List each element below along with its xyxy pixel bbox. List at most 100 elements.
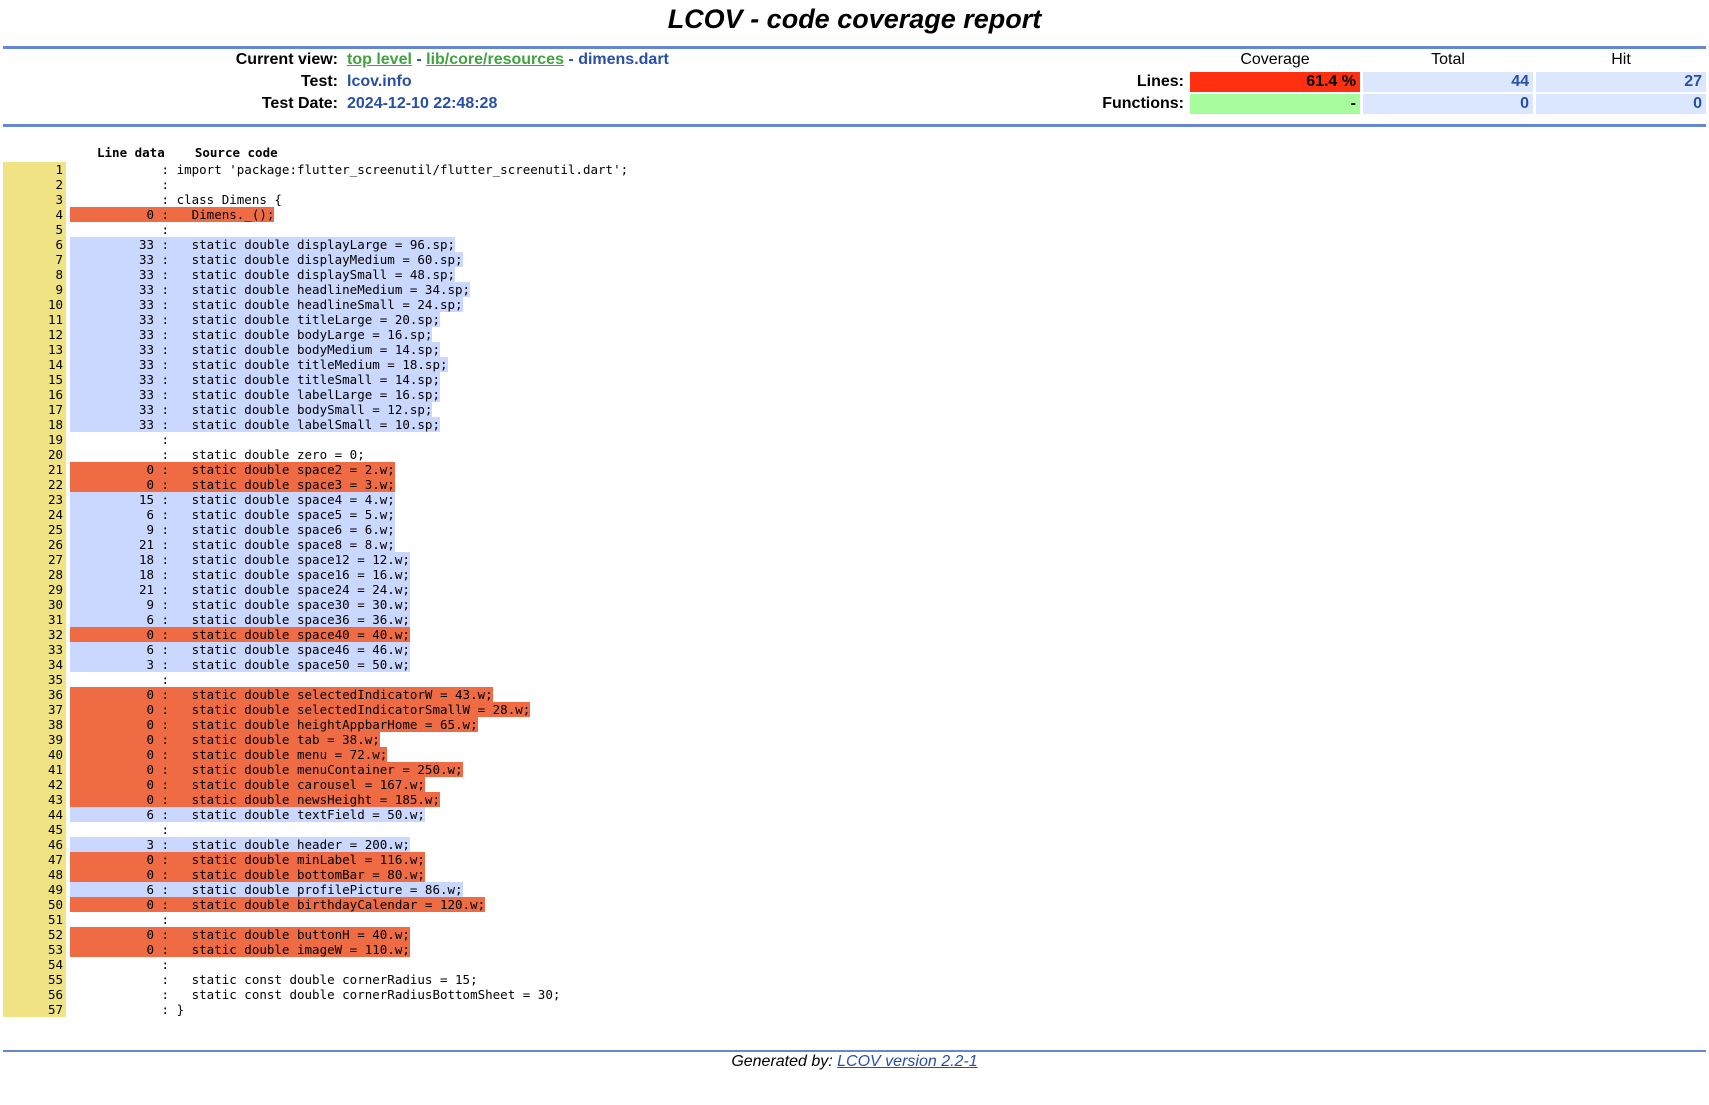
hit-count: 6 xyxy=(146,807,154,822)
source-text: import 'package:flutter_screenutil/flutt… xyxy=(176,162,629,177)
breadcrumb-top-level-link[interactable]: top level xyxy=(347,51,412,68)
hit-count: 33 xyxy=(138,417,154,432)
source-text: static double birthdayCalendar = 120.w; xyxy=(176,897,486,912)
test-label: Test: xyxy=(300,73,338,90)
source-text: static double tab = 38.w; xyxy=(176,732,380,747)
source-line: 45 : xyxy=(3,822,628,837)
source-line: 50 0 : static double birthdayCalendar = 1… xyxy=(3,897,628,912)
line-content: 0 : static double space3 = 3.w; xyxy=(70,477,395,492)
line-content: 9 : static double space30 = 30.w; xyxy=(70,597,410,612)
hit-count: 0 xyxy=(146,732,154,747)
hit-count: 0 xyxy=(146,627,154,642)
source-line: 3 : class Dimens { xyxy=(3,192,628,207)
line-number: 20 xyxy=(3,447,66,462)
source-line: 37 0 : static double selectedIndicatorSma… xyxy=(3,702,628,717)
line-number: 49 xyxy=(3,882,66,897)
hit-count: 21 xyxy=(138,537,154,552)
source-text: static double headlineSmall = 24.sp; xyxy=(176,297,463,312)
source-text: static double textField = 50.w; xyxy=(176,807,425,822)
hit-count: 33 xyxy=(138,342,154,357)
source-line: 29 21 : static double space24 = 24.w; xyxy=(3,582,628,597)
source-text: static double minLabel = 116.w; xyxy=(176,852,425,867)
source-line: 54 : xyxy=(3,957,628,972)
hit-count: 0 xyxy=(146,207,154,222)
line-content: 6 : static double profilePicture = 86.w; xyxy=(70,882,463,897)
source-text: Dimens._(); xyxy=(176,207,275,222)
source-text: static double displaySmall = 48.sp; xyxy=(176,267,456,282)
source-line: 26 21 : static double space8 = 8.w; xyxy=(3,537,628,552)
line-content: 0 : static double selectedIndicatorSmall… xyxy=(70,702,531,717)
lines-label: Lines: xyxy=(1136,73,1184,90)
line-content: 33 : static double titleMedium = 18.sp; xyxy=(70,357,448,372)
hit-column-header: Hit xyxy=(1611,51,1631,68)
source-line: 20 : static double zero = 0; xyxy=(3,447,628,462)
line-number: 7 xyxy=(3,252,66,267)
line-number: 11 xyxy=(3,312,66,327)
source-text: static double buttonH = 40.w; xyxy=(176,927,410,942)
line-content: : static const double cornerRadiusBottom… xyxy=(154,987,561,1002)
line-content: 0 : static double newsHeight = 185.w; xyxy=(70,792,440,807)
source-text: static double space12 = 12.w; xyxy=(176,552,410,567)
line-number: 25 xyxy=(3,522,66,537)
source-line: 19 : xyxy=(3,432,628,447)
source-text: static double menu = 72.w; xyxy=(176,747,388,762)
source-line: 51 : xyxy=(3,912,628,927)
hit-count: 0 xyxy=(146,717,154,732)
hit-count: 0 xyxy=(146,762,154,777)
source-line: 23 15 : static double space4 = 4.w; xyxy=(3,492,628,507)
lines-hit-value: 27 xyxy=(1536,72,1706,92)
source-text: static double profilePicture = 86.w; xyxy=(176,882,463,897)
source-line: 55 : static const double cornerRadius = … xyxy=(3,972,628,987)
line-number: 13 xyxy=(3,342,66,357)
breadcrumb-directory-link[interactable]: lib/core/resources xyxy=(426,51,564,68)
source-line: 1 : import 'package:flutter_screenutil/f… xyxy=(3,162,628,177)
line-content: : xyxy=(154,177,177,192)
line-number: 56 xyxy=(3,987,66,1002)
line-content: : } xyxy=(154,1002,185,1017)
line-content: 3 : static double space50 = 50.w; xyxy=(70,657,410,672)
line-content: : xyxy=(154,822,177,837)
hit-count: 33 xyxy=(138,387,154,402)
hit-count: 0 xyxy=(146,777,154,792)
hit-count: 33 xyxy=(138,267,154,282)
source-text: static double space16 = 16.w; xyxy=(176,567,410,582)
footer: Generated by: LCOV version 2.2-1 xyxy=(0,1053,1709,1071)
page-title: LCOV - code coverage report xyxy=(667,4,1042,34)
hit-count: 33 xyxy=(138,312,154,327)
hit-count: 3 xyxy=(146,837,154,852)
source-line: 18 33 : static double labelSmall = 10.sp; xyxy=(3,417,628,432)
breadcrumb-separator: - xyxy=(411,51,427,68)
source-line: 53 0 : static double imageW = 110.w; xyxy=(3,942,628,957)
source-line: 46 3 : static double header = 200.w; xyxy=(3,837,628,852)
line-number: 32 xyxy=(3,627,66,642)
line-number: 57 xyxy=(3,1002,66,1017)
source-text: static double selectedIndicatorW = 43.w; xyxy=(176,687,493,702)
line-content: 0 : static double space2 = 2.w; xyxy=(70,462,395,477)
source-text: static double header = 200.w; xyxy=(176,837,410,852)
line-content: 0 : static double birthdayCalendar = 120… xyxy=(70,897,486,912)
line-number: 44 xyxy=(3,807,66,822)
hit-count: 0 xyxy=(146,852,154,867)
lcov-version-link[interactable]: LCOV version 2.2-1 xyxy=(837,1053,978,1070)
source-line: 2 : xyxy=(3,177,628,192)
source-line: 27 18 : static double space12 = 12.w; xyxy=(3,552,628,567)
line-content: : xyxy=(154,957,177,972)
line-number: 19 xyxy=(3,432,66,447)
line-content: 33 : static double titleLarge = 20.sp; xyxy=(70,312,440,327)
source-text: static double bottomBar = 80.w; xyxy=(176,867,425,882)
line-content: 33 : static double titleSmall = 14.sp; xyxy=(70,372,440,387)
source-line: 41 0 : static double menuContainer = 250.… xyxy=(3,762,628,777)
line-content: 33 : static double bodyMedium = 14.sp; xyxy=(70,342,440,357)
source-text: static double space40 = 40.w; xyxy=(176,627,410,642)
hit-count: 6 xyxy=(146,507,154,522)
hit-count: 33 xyxy=(138,282,154,297)
line-content: 0 : static double buttonH = 40.w; xyxy=(70,927,410,942)
functions-label: Functions: xyxy=(1102,95,1184,112)
line-number: 48 xyxy=(3,867,66,882)
source-text: static double bodyMedium = 14.sp; xyxy=(176,342,440,357)
source-line: 22 0 : static double space3 = 3.w; xyxy=(3,477,628,492)
hit-count: 18 xyxy=(138,567,154,582)
line-number: 52 xyxy=(3,927,66,942)
hit-count: 33 xyxy=(138,357,154,372)
hit-count: 33 xyxy=(138,327,154,342)
